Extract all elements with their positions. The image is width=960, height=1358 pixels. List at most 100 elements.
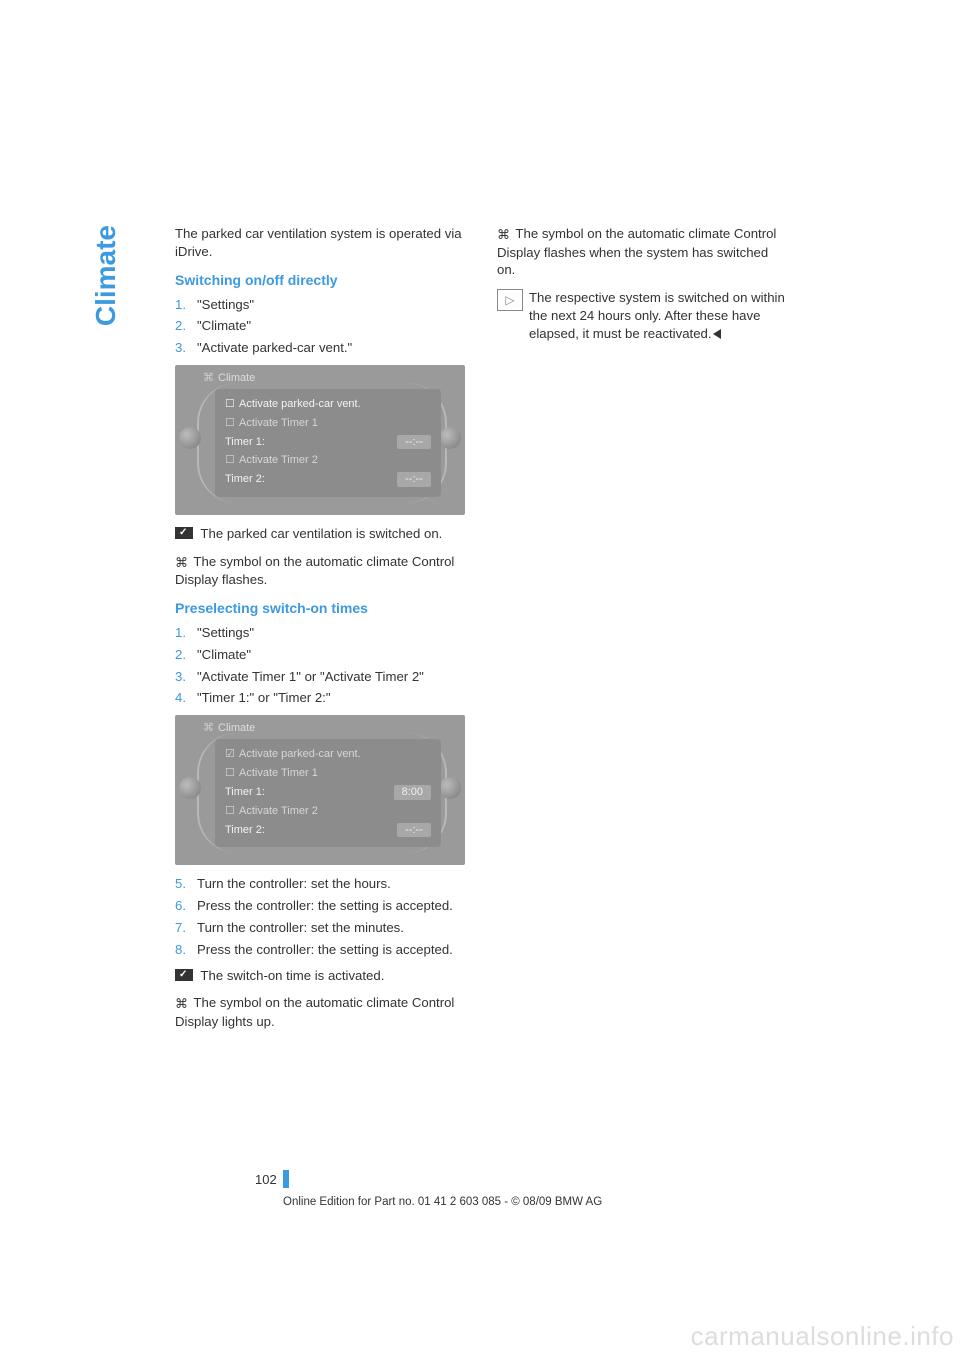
note-icon: ▷ — [497, 289, 523, 311]
menu-row: ☐ Activate Timer 1 — [225, 764, 431, 783]
knob-icon — [439, 427, 461, 449]
step-number: 1. — [175, 296, 197, 314]
row-label: Activate Timer 2 — [239, 454, 318, 466]
step-number: 1. — [175, 624, 197, 642]
row-label: Activate parked-car vent. — [239, 748, 361, 760]
step-text: "Timer 1:" or "Timer 2:" — [197, 689, 331, 707]
screenshot-panel: ☑ Activate parked-car vent. ☐ Activate Tim… — [215, 739, 441, 847]
menu-row: ☐ Activate parked-car vent. — [225, 395, 431, 414]
step-number: 7. — [175, 919, 197, 937]
step-number: 8. — [175, 941, 197, 959]
step-number: 6. — [175, 897, 197, 915]
footer-edition-line: Online Edition for Part no. 01 41 2 603 … — [283, 1196, 790, 1208]
row-label: Activate Timer 2 — [239, 805, 318, 817]
watermark: carmanualsonline.info — [691, 1321, 954, 1352]
step-text: Turn the controller: set the minutes. — [197, 919, 404, 937]
step-text: Press the controller: the setting is acc… — [197, 941, 453, 959]
result-paragraph: The switch-on time is activated. — [175, 967, 465, 985]
two-column-layout: The parked car ventilation system is ope… — [175, 225, 860, 1041]
knob-icon — [439, 777, 461, 799]
steps-list-2: 1."Settings" 2."Climate" 3."Activate Tim… — [175, 624, 465, 707]
list-item: 4."Timer 1:" or "Timer 2:" — [175, 689, 465, 707]
menu-row: Timer 2: --:-- — [225, 821, 431, 840]
left-column: The parked car ventilation system is ope… — [175, 225, 465, 1041]
row-label: Timer 2: — [225, 823, 265, 838]
steps-list-1: 1."Settings" 2."Climate" 3."Activate par… — [175, 296, 465, 357]
note-body: The respective system is switched on wit… — [529, 290, 785, 341]
result-text: The symbol on the automatic climate Cont… — [497, 226, 776, 277]
step-number: 5. — [175, 875, 197, 893]
step-text: "Climate" — [197, 646, 251, 664]
page-footer: 102 Online Edition for Part no. 01 41 2 … — [175, 1170, 790, 1208]
list-item: 5.Turn the controller: set the hours. — [175, 875, 465, 893]
menu-row: ☑ Activate parked-car vent. — [225, 745, 431, 764]
checkbox-icon: ☐ — [225, 453, 235, 468]
page-number: 102 — [255, 1172, 277, 1187]
knob-icon — [179, 427, 201, 449]
result-paragraph: ⌘ The symbol on the automatic climate Co… — [175, 553, 465, 589]
checkbox-icon: ☐ — [225, 397, 235, 412]
checkbox-icon: ☑ — [225, 747, 235, 762]
note-text: The respective system is switched on wit… — [529, 289, 787, 342]
menu-row: Timer 1: --:-- — [225, 433, 431, 452]
section-tab: Climate — [90, 225, 122, 326]
result-paragraph: ⌘ The symbol on the automatic climate Co… — [175, 994, 465, 1030]
step-number: 2. — [175, 646, 197, 664]
step-text: "Settings" — [197, 624, 254, 642]
screenshot-title: Climate — [203, 371, 255, 386]
list-item: 6.Press the controller: the setting is a… — [175, 897, 465, 915]
result-paragraph: ⌘ The symbol on the automatic climate Co… — [497, 225, 787, 279]
row-label: Timer 2: — [225, 472, 265, 487]
checkbox-icon: ☐ — [225, 416, 235, 431]
step-number: 3. — [175, 668, 197, 686]
fan-icon: ⌘ — [175, 995, 188, 1013]
checkmark-icon — [175, 969, 193, 981]
idrive-screenshot-1: Climate ☐ Activate parked-car vent. ☐ Acti… — [175, 365, 465, 515]
steps-list-3: 5.Turn the controller: set the hours. 6.… — [175, 875, 465, 958]
step-text: "Climate" — [197, 317, 251, 335]
list-item: 3."Activate Timer 1" or "Activate Timer … — [175, 668, 465, 686]
end-marker-icon — [713, 329, 721, 339]
row-label: Timer 1: — [225, 785, 265, 800]
note-callout: ▷ The respective system is switched on w… — [497, 289, 787, 342]
step-number: 4. — [175, 689, 197, 707]
result-text: The parked car ventilation is switched o… — [197, 526, 442, 541]
step-text: Turn the controller: set the hours. — [197, 875, 391, 893]
menu-row: Timer 2: --:-- — [225, 470, 431, 489]
checkbox-icon: ☐ — [225, 804, 235, 819]
screenshot-title: Climate — [203, 721, 255, 736]
row-label: Activate Timer 1 — [239, 767, 318, 779]
step-text: Press the controller: the setting is acc… — [197, 897, 453, 915]
menu-row: Timer 1: 8:00 — [225, 783, 431, 802]
page-number-wrap: 102 — [255, 1170, 790, 1188]
row-value: --:-- — [397, 472, 431, 487]
step-text: "Activate parked-car vent." — [197, 339, 352, 357]
menu-row: ☐ Activate Timer 2 — [225, 802, 431, 821]
intro-paragraph: The parked car ventilation system is ope… — [175, 225, 465, 261]
step-number: 3. — [175, 339, 197, 357]
row-value: 8:00 — [394, 785, 431, 800]
step-number: 2. — [175, 317, 197, 335]
idrive-screenshot-2: Climate ☑ Activate parked-car vent. ☐ Acti… — [175, 715, 465, 865]
list-item: 2."Climate" — [175, 317, 465, 335]
row-value: --:-- — [397, 823, 431, 838]
step-text: "Activate Timer 1" or "Activate Timer 2" — [197, 668, 424, 686]
result-text: The switch-on time is activated. — [197, 968, 384, 983]
list-item: 2."Climate" — [175, 646, 465, 664]
fan-icon: ⌘ — [175, 554, 188, 572]
heading-preselecting: Preselecting switch-on times — [175, 599, 465, 618]
list-item: 8.Press the controller: the setting is a… — [175, 941, 465, 959]
list-item: 1."Settings" — [175, 624, 465, 642]
step-text: "Settings" — [197, 296, 254, 314]
row-label: Timer 1: — [225, 435, 265, 450]
row-label: Activate parked-car vent. — [239, 398, 361, 410]
list-item: 3."Activate parked-car vent." — [175, 339, 465, 357]
row-label: Activate Timer 1 — [239, 417, 318, 429]
row-value: --:-- — [397, 435, 431, 450]
result-paragraph: The parked car ventilation is switched o… — [175, 525, 465, 543]
page-accent-bar — [283, 1170, 289, 1188]
checkbox-icon: ☐ — [225, 766, 235, 781]
fan-icon: ⌘ — [497, 226, 510, 244]
result-text: The symbol on the automatic climate Cont… — [175, 554, 454, 588]
menu-row: ☐ Activate Timer 1 — [225, 414, 431, 433]
